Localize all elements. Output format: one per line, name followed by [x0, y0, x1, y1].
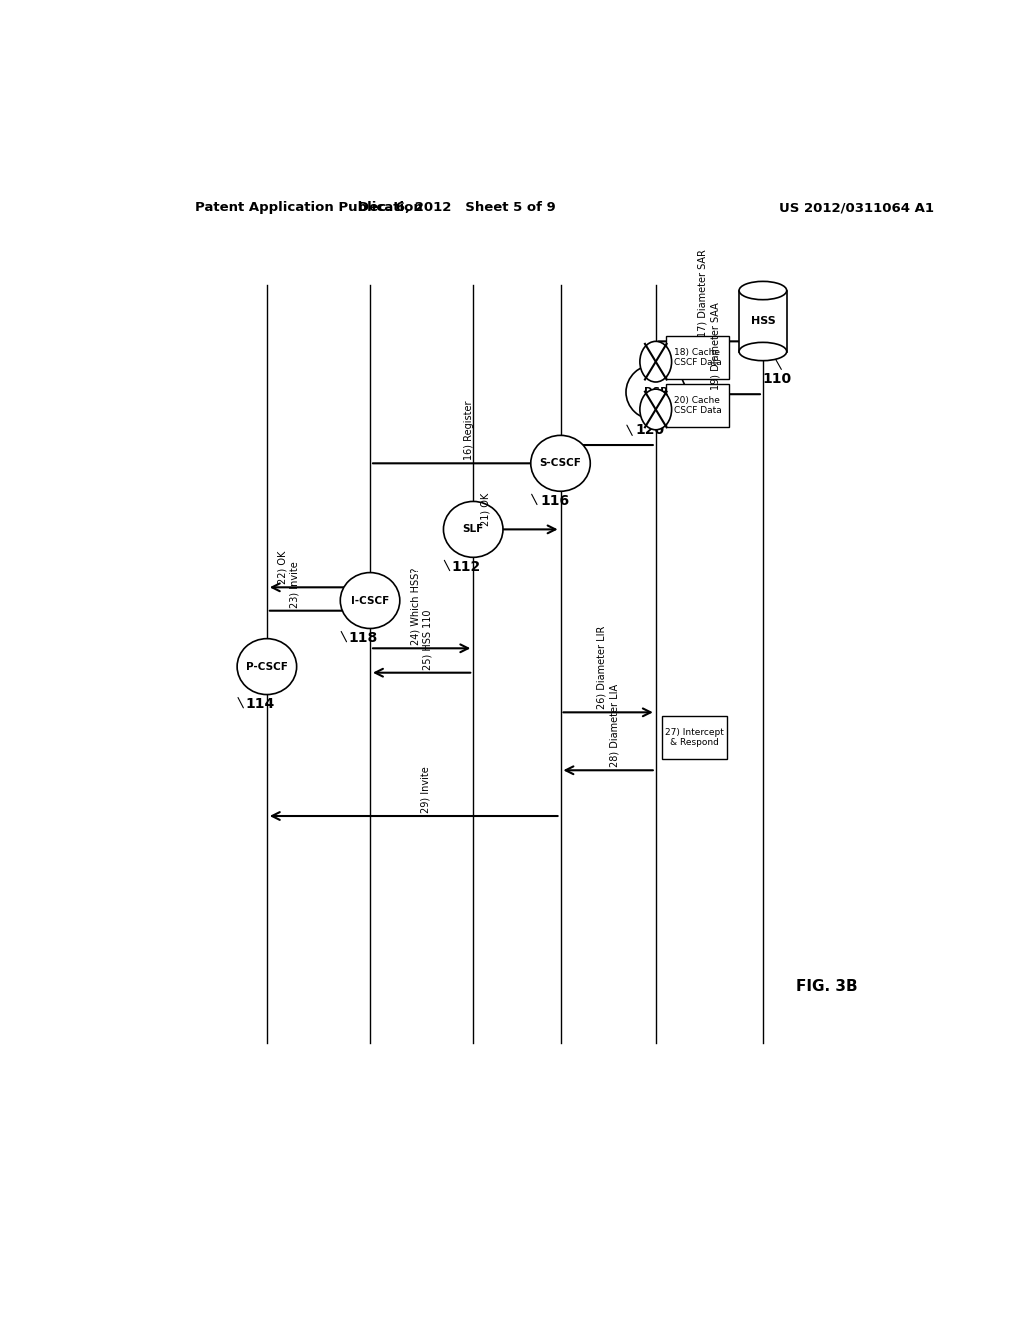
FancyBboxPatch shape	[663, 717, 727, 759]
Ellipse shape	[443, 502, 503, 557]
Polygon shape	[739, 290, 786, 351]
Circle shape	[640, 389, 672, 430]
Text: 19) Diameter SAA: 19) Diameter SAA	[711, 302, 721, 391]
Text: 21) OK: 21) OK	[480, 494, 490, 527]
FancyBboxPatch shape	[666, 384, 729, 426]
Text: 28) Diameter LIA: 28) Diameter LIA	[609, 684, 620, 767]
Text: 29) Invite: 29) Invite	[421, 766, 431, 813]
Text: 17) Diameter SAR: 17) Diameter SAR	[698, 249, 708, 338]
Text: Dec. 6, 2012   Sheet 5 of 9: Dec. 6, 2012 Sheet 5 of 9	[358, 201, 556, 214]
Text: 112: 112	[452, 560, 481, 574]
FancyBboxPatch shape	[666, 337, 729, 379]
Text: 116: 116	[541, 494, 569, 508]
Ellipse shape	[626, 364, 685, 420]
Text: DSR: DSR	[644, 387, 668, 397]
Text: 24) Which HSS?: 24) Which HSS?	[411, 568, 420, 645]
Text: SLF: SLF	[463, 524, 484, 535]
Text: P-CSCF: P-CSCF	[246, 661, 288, 672]
Text: HSS: HSS	[751, 315, 775, 326]
Text: Patent Application Publication: Patent Application Publication	[196, 201, 423, 214]
Circle shape	[640, 342, 672, 381]
Ellipse shape	[739, 281, 786, 300]
Text: 114: 114	[246, 697, 274, 711]
Text: 16) Register: 16) Register	[464, 401, 474, 461]
Text: 20) Cache
CSCF Data: 20) Cache CSCF Data	[674, 396, 721, 414]
Text: FIG. 3B: FIG. 3B	[796, 979, 857, 994]
Ellipse shape	[238, 639, 297, 694]
Text: 110: 110	[763, 372, 792, 385]
Text: I-CSCF: I-CSCF	[351, 595, 389, 606]
Text: US 2012/0311064 A1: US 2012/0311064 A1	[778, 201, 934, 214]
Ellipse shape	[340, 573, 399, 628]
Text: 118: 118	[348, 631, 378, 645]
Text: 27) Intercept
& Respond: 27) Intercept & Respond	[666, 729, 724, 747]
Text: 23) Invite: 23) Invite	[290, 561, 300, 607]
Text: 18) Cache
CSCF Data: 18) Cache CSCF Data	[674, 348, 721, 367]
Text: 120: 120	[636, 422, 665, 437]
Text: 25) HSS 110: 25) HSS 110	[423, 609, 433, 669]
Ellipse shape	[739, 342, 786, 360]
Ellipse shape	[530, 436, 590, 491]
Text: 26) Diameter LIR: 26) Diameter LIR	[597, 626, 607, 709]
Text: S-CSCF: S-CSCF	[540, 458, 582, 469]
Text: 22) OK: 22) OK	[278, 550, 288, 585]
